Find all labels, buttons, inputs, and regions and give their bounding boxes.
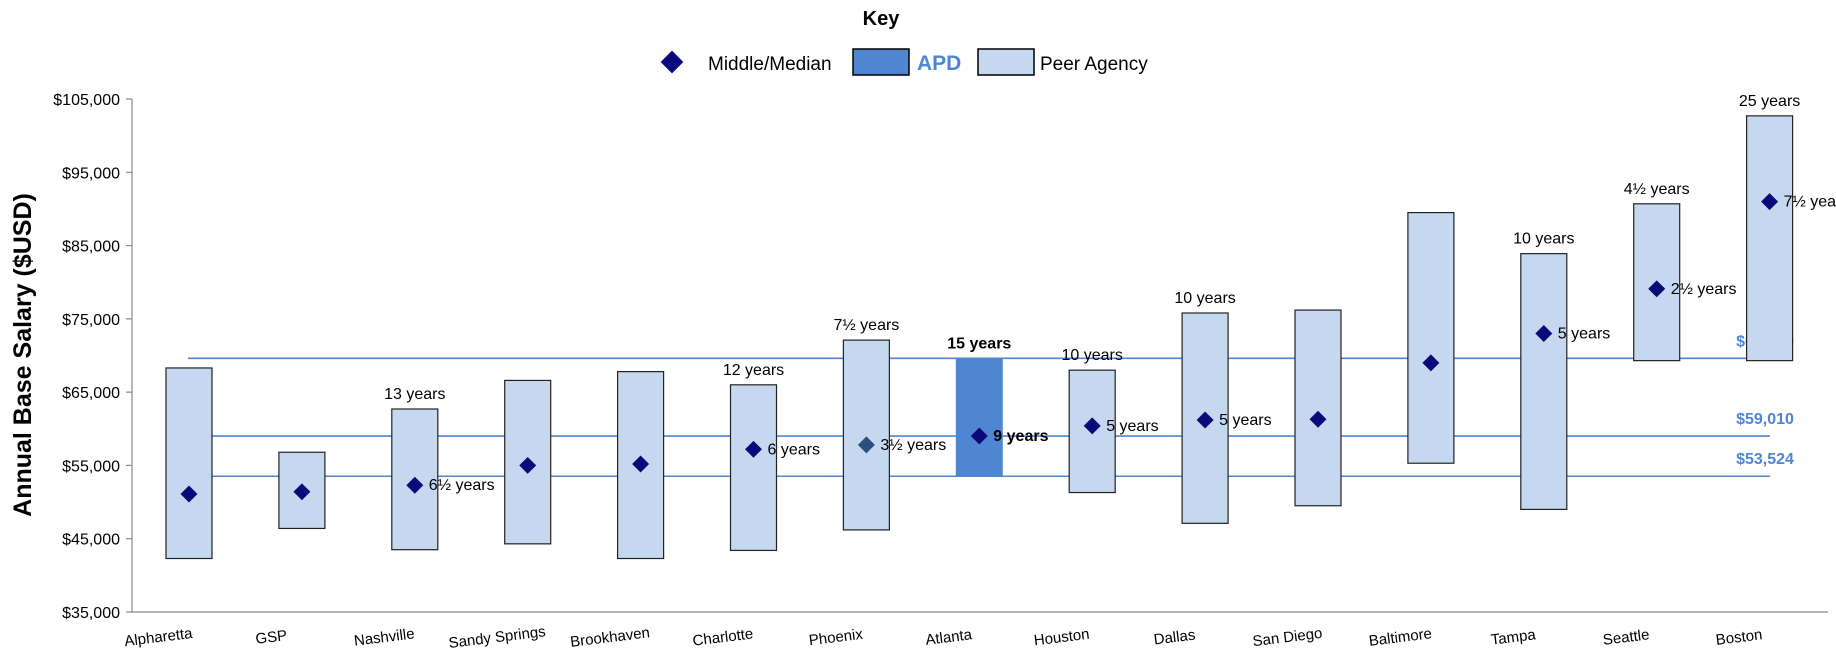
median-marker (857, 436, 875, 454)
y-tick-label: $35,000 (62, 605, 120, 622)
x-tick-label: Nashville (353, 625, 415, 649)
x-tick-label: Alpharetta (123, 625, 194, 650)
peer-bar (842, 339, 891, 531)
bar-top-label: 7½ years (833, 317, 899, 334)
x-tick-label: Baltimore (1368, 625, 1433, 650)
y-tick-label: $55,000 (62, 458, 120, 475)
bar-top-label: 12 years (723, 362, 784, 379)
peer-bar (729, 384, 778, 552)
legend-apd-label: APD (917, 52, 961, 75)
x-tick-label: San Diego (1252, 625, 1324, 650)
bar-top-label: 10 years (1062, 347, 1123, 364)
bar-top-label: 10 years (1174, 290, 1235, 307)
bar-median-label: 5 years (1558, 326, 1610, 343)
median-marker (632, 455, 650, 473)
x-tick-label: Tampa (1490, 626, 1537, 648)
bar-top-label: 25 years (1739, 93, 1800, 110)
bar-median-label: 6 years (768, 441, 820, 458)
peer-bar (1294, 309, 1342, 507)
legend-item-peer: Peer Agency (977, 48, 1148, 76)
legend: Key Middle/Median APD Peer Agency (660, 8, 1148, 76)
x-tick-label: Atlanta (925, 626, 974, 649)
x-tick-label: Seattle (1602, 626, 1650, 649)
x-tick-label: Boston (1715, 626, 1763, 649)
x-tick-label: Charlotte (692, 625, 754, 649)
legend-title: Key (863, 8, 901, 30)
bar-median-label: 9 years (993, 428, 1048, 445)
legend-peer-label: Peer Agency (1040, 54, 1148, 75)
x-tick-label: Sandy Springs (448, 623, 547, 651)
bar-top-label: 4½ years (1624, 181, 1690, 198)
x-tick-label: Phoenix (808, 626, 864, 650)
median-marker (970, 427, 988, 445)
bar-top-label: 13 years (384, 386, 445, 403)
y-axis-title: Annual Base Salary ($USD) (9, 193, 37, 517)
y-tick-label: $45,000 (62, 532, 120, 549)
bar-median-label: 7½ years (1784, 194, 1836, 211)
bar-median-label: 5 years (1219, 412, 1271, 429)
y-tick-label: $85,000 (62, 239, 120, 256)
median-marker (293, 483, 311, 501)
peer-bar (1745, 115, 1794, 362)
peer-bar (1520, 253, 1568, 510)
legend-item-median: Middle/Median (660, 50, 832, 75)
peer-bar (1407, 211, 1455, 464)
y-tick-label: $75,000 (62, 312, 120, 329)
reference-line-label: $59,010 (1736, 411, 1794, 428)
bar-median-label: 3½ years (880, 437, 946, 454)
bar-top-label: 10 years (1513, 231, 1574, 248)
median-marker (180, 485, 198, 503)
y-tick-label: $65,000 (62, 385, 120, 402)
x-tick-label: GSP (255, 627, 289, 648)
bar-labels: 13 years 6½ years 12 years 6 years 7½ years 3… (384, 93, 1836, 494)
peer-bar (165, 367, 213, 560)
x-tick-label: Houston (1033, 626, 1091, 650)
x-tick-label: Dallas (1153, 627, 1196, 649)
apd-bar (955, 357, 1003, 477)
legend-median-label: Middle/Median (708, 54, 832, 75)
reference-line-label: $53,524 (1736, 451, 1794, 468)
bar-median-label: 2½ years (1671, 281, 1737, 298)
median-marker (406, 476, 424, 494)
legend-median-diamond-icon (660, 50, 684, 74)
x-tick-labels: Alpharetta GSP Nashville Sandy Springs Brook… (123, 623, 1763, 651)
bar-median-label: 6½ years (429, 477, 495, 494)
legend-apd-swatch (852, 48, 910, 76)
median-marker (745, 440, 762, 458)
y-tick-label: $105,000 (53, 92, 120, 109)
legend-peer-swatch (977, 48, 1035, 76)
x-tick-label: Brookhaven (569, 624, 651, 651)
axes: $35,000 $45,000 $55,000 $65,000 $75,000 $85,0… (53, 92, 1828, 622)
legend-item-apd: APD (852, 48, 961, 76)
bar-median-label: 5 years (1106, 418, 1158, 435)
bar-top-label: 15 years (947, 335, 1011, 352)
y-tick-label: $95,000 (62, 165, 120, 182)
median-marker (519, 456, 537, 474)
